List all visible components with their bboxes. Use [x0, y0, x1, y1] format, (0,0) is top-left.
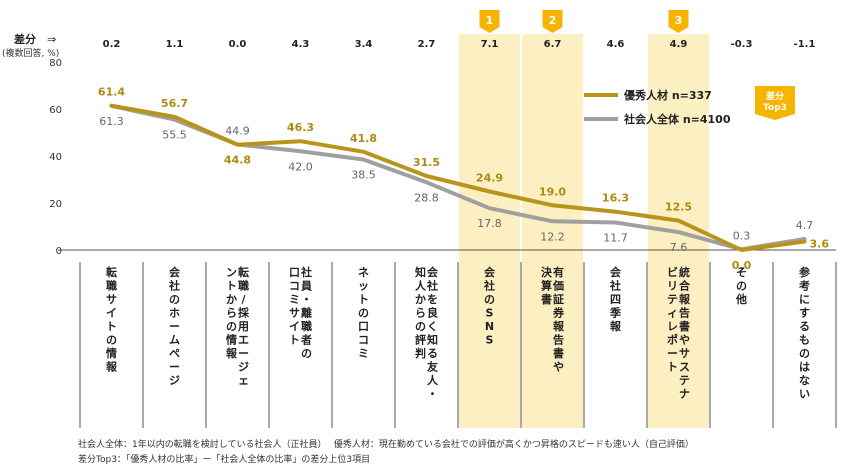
diff-value: 1.1	[166, 39, 184, 50]
data-label-1: 7.6	[670, 241, 688, 254]
data-label-1: 61.3	[99, 115, 124, 128]
category-label-6: 会社の S N S	[483, 265, 496, 347]
rank-badge-3	[668, 10, 689, 33]
y-tick-label: 60	[49, 105, 62, 116]
diff-value: 4.9	[670, 39, 688, 50]
y-tick-label: 80	[49, 58, 62, 69]
y-tick-label: 40	[49, 152, 62, 163]
highlight-band-7	[522, 34, 583, 428]
rank-badge-number: 1	[486, 14, 494, 27]
category-label-column: 口コミサイト	[289, 266, 300, 347]
diff-value: 3.4	[355, 39, 373, 50]
category-label-8: 会社四季報	[609, 265, 622, 333]
grid: 0 20 40 60 80	[49, 58, 837, 428]
footnote-definitions: 社会人全体：1年以内の転職を検討している社会人（正社員） 優秀人材：現在勤めてい…	[78, 440, 694, 450]
legend-label-1: 社会人全体 n=4100	[623, 112, 731, 126]
diff-value: 0.2	[103, 39, 121, 50]
data-label-0: 16.3	[602, 192, 629, 205]
category-label-1: 会社のホームページ	[168, 265, 181, 387]
rank-badges: 1 2 3	[479, 10, 689, 33]
unit-label: (複数回答, %)	[2, 47, 59, 59]
category-label-column: 決算書	[540, 265, 553, 306]
line-chart: 0 20 40 60 80 差分 ⇒(複数回答, %) 0.2 1.1 0.0 4.3 3.4 2.7…	[2, 10, 837, 428]
data-label-1: 38.5	[351, 169, 376, 182]
rank-badge-number: 2	[549, 14, 557, 27]
data-label-0: 0.0	[732, 259, 752, 272]
category-label-column: 会社四季報	[609, 265, 622, 333]
legend: 優秀人材 n=337 社会人全体 n=4100 差分Top3	[584, 86, 795, 126]
y-tick-label: 0	[56, 246, 62, 257]
data-label-0: 31.5	[413, 156, 440, 169]
category-label-column: 会社を良く知る友人・	[426, 265, 439, 401]
highlight-band-6	[459, 34, 520, 428]
category-label-column: 会社のホームページ	[168, 265, 181, 387]
data-label-0: 61.4	[98, 86, 125, 99]
category-label-column: 転職サイトの情報	[106, 265, 118, 374]
diff-value: 4.3	[292, 39, 310, 50]
category-label-column: ネットの口コミ	[358, 266, 369, 360]
category-label-column: 参考にするものはない	[799, 265, 811, 401]
category-label-column: 知人からの評判	[414, 265, 427, 360]
data-label-1: 42.0	[288, 160, 313, 173]
category-label-5: 会社を良く知る友人・知人からの評判	[414, 265, 439, 401]
data-label-0: 3.6	[810, 238, 830, 251]
category-label-column: ントからの情報	[226, 266, 238, 360]
data-label-1: 28.8	[414, 191, 439, 204]
category-label-11: 参考にするものはない	[799, 265, 811, 401]
category-label-0: 転職サイトの情報	[106, 265, 118, 374]
rank-badge-2	[542, 10, 563, 33]
data-label-1: 44.9	[225, 124, 250, 137]
top3-legend-text: 差分	[766, 90, 784, 102]
data-label-0: 41.8	[350, 132, 377, 145]
data-label-1: 4.7	[796, 219, 814, 232]
data-label-0: 19.0	[539, 185, 566, 198]
data-label-1: 11.7	[603, 232, 628, 245]
data-label-0: 12.5	[665, 201, 692, 214]
category-label-column: 会社の S N S	[483, 265, 496, 347]
data-label-0: 24.9	[476, 171, 503, 184]
legend-label-0: 優秀人材 n=337	[623, 88, 712, 102]
diff-arrow: ⇒	[47, 33, 56, 46]
data-label-1: 17.8	[477, 217, 502, 230]
diff-value: -1.1	[794, 39, 816, 50]
diff-value: -0.3	[731, 39, 753, 50]
series-lines	[109, 103, 807, 252]
diff-label: 差分	[14, 32, 36, 46]
data-label-1: 12.2	[540, 230, 565, 243]
data-label-1: 0.3	[733, 229, 751, 242]
top3-legend-badge	[755, 86, 795, 120]
category-label-column: ビリティレポート	[667, 265, 678, 374]
data-labels: 61.4 56.7 44.8 46.3 41.8 31.5 24.9 19.0 16.3 12.5…	[98, 86, 829, 272]
diff-header: 差分 ⇒(複数回答, %) 0.2 1.1 0.0 4.3 3.4 2.7 7.1 6.7 4.6 4…	[2, 32, 815, 59]
category-label-column: 転職/採用エージェ	[238, 265, 250, 387]
diff-value: 2.7	[418, 39, 436, 50]
category-label-column: 統合報告書やサステナ	[679, 265, 691, 401]
category-label-column: その他	[735, 266, 747, 306]
diff-value: 4.6	[607, 39, 625, 50]
top3-legend-text: Top3	[763, 103, 787, 113]
category-label-column: 社員・離職者の	[300, 265, 312, 360]
data-label-0: 44.8	[224, 154, 251, 167]
rank-badge-number: 3	[675, 14, 683, 27]
rank-badge-1	[479, 10, 500, 33]
category-label-column: 有価証券報告書や	[552, 265, 565, 374]
y-tick-label: 20	[49, 199, 62, 210]
data-label-0: 56.7	[161, 97, 188, 110]
diff-value: 0.0	[229, 39, 247, 50]
series-line-0	[109, 103, 807, 252]
data-label-1: 55.5	[162, 129, 187, 142]
category-label-10: その他	[735, 266, 747, 306]
diff-value: 6.7	[544, 39, 562, 50]
footnote-top3: 差分Top3：「優秀人材の比率」ー「社会人全体の比率」の差分上位3項目	[78, 455, 371, 465]
diff-value: 7.1	[481, 39, 499, 50]
data-label-0: 46.3	[287, 121, 314, 134]
category-label-4: ネットの口コミ	[358, 266, 369, 360]
